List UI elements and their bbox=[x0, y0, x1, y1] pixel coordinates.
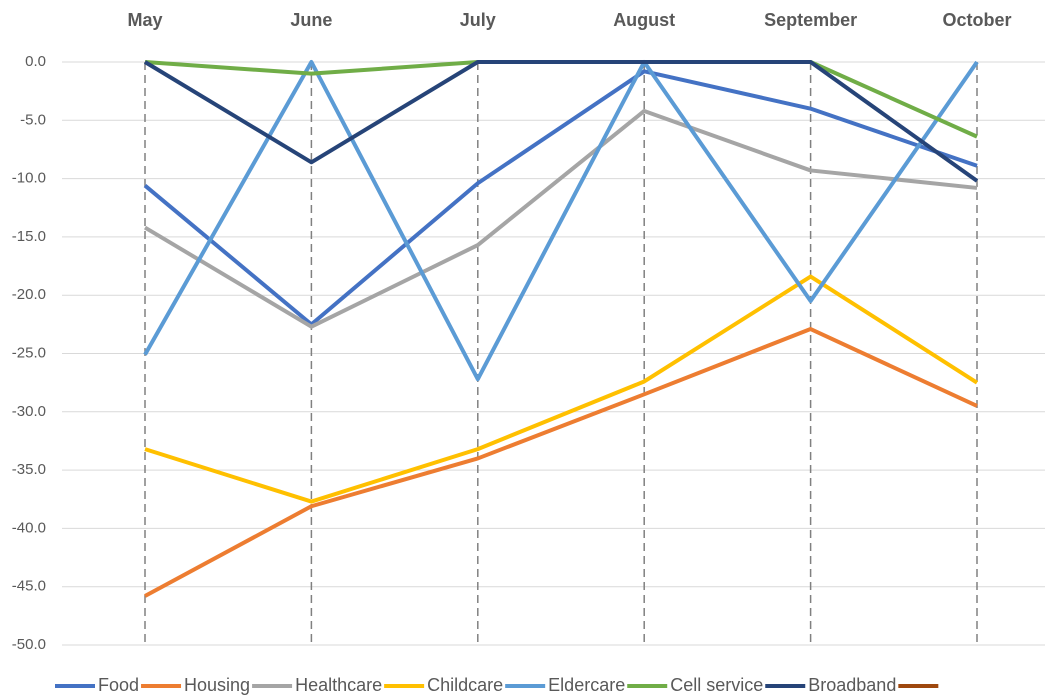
series-line bbox=[144, 327, 978, 598]
series-line bbox=[144, 274, 979, 504]
y-tick-label: -10.0 bbox=[12, 170, 46, 187]
x-tick-label: July bbox=[460, 10, 496, 30]
legend-label: Childcare bbox=[427, 675, 503, 695]
y-tick-label: -40.0 bbox=[12, 519, 46, 536]
series-line bbox=[143, 60, 979, 183]
legend-label: Healthcare bbox=[295, 675, 382, 695]
y-tick-label: -15.0 bbox=[12, 228, 46, 245]
y-tick-label: -5.0 bbox=[20, 111, 46, 128]
y-tick-label: -50.0 bbox=[12, 636, 46, 653]
x-tick-label: October bbox=[942, 10, 1011, 30]
y-tick-label: 0.0 bbox=[25, 53, 46, 70]
y-tick-label: -20.0 bbox=[12, 286, 46, 303]
legend-label: Food bbox=[98, 675, 139, 695]
series-line bbox=[143, 60, 979, 382]
y-tick-label: -30.0 bbox=[12, 403, 46, 420]
x-tick-label: August bbox=[613, 10, 675, 30]
x-tick-label: June bbox=[290, 10, 332, 30]
legend-label: Eldercare bbox=[548, 675, 625, 695]
legend-label: Housing bbox=[184, 675, 250, 695]
series-line bbox=[143, 69, 978, 327]
y-tick-label: -45.0 bbox=[12, 578, 46, 595]
y-tick-label: -25.0 bbox=[12, 344, 46, 361]
x-tick-label: May bbox=[127, 10, 162, 30]
series-line bbox=[143, 108, 978, 329]
legend-label: Broadband bbox=[808, 675, 896, 695]
y-tick-label: -35.0 bbox=[12, 461, 46, 478]
legend-label: Cell service bbox=[670, 675, 763, 695]
x-tick-label: September bbox=[764, 10, 857, 30]
